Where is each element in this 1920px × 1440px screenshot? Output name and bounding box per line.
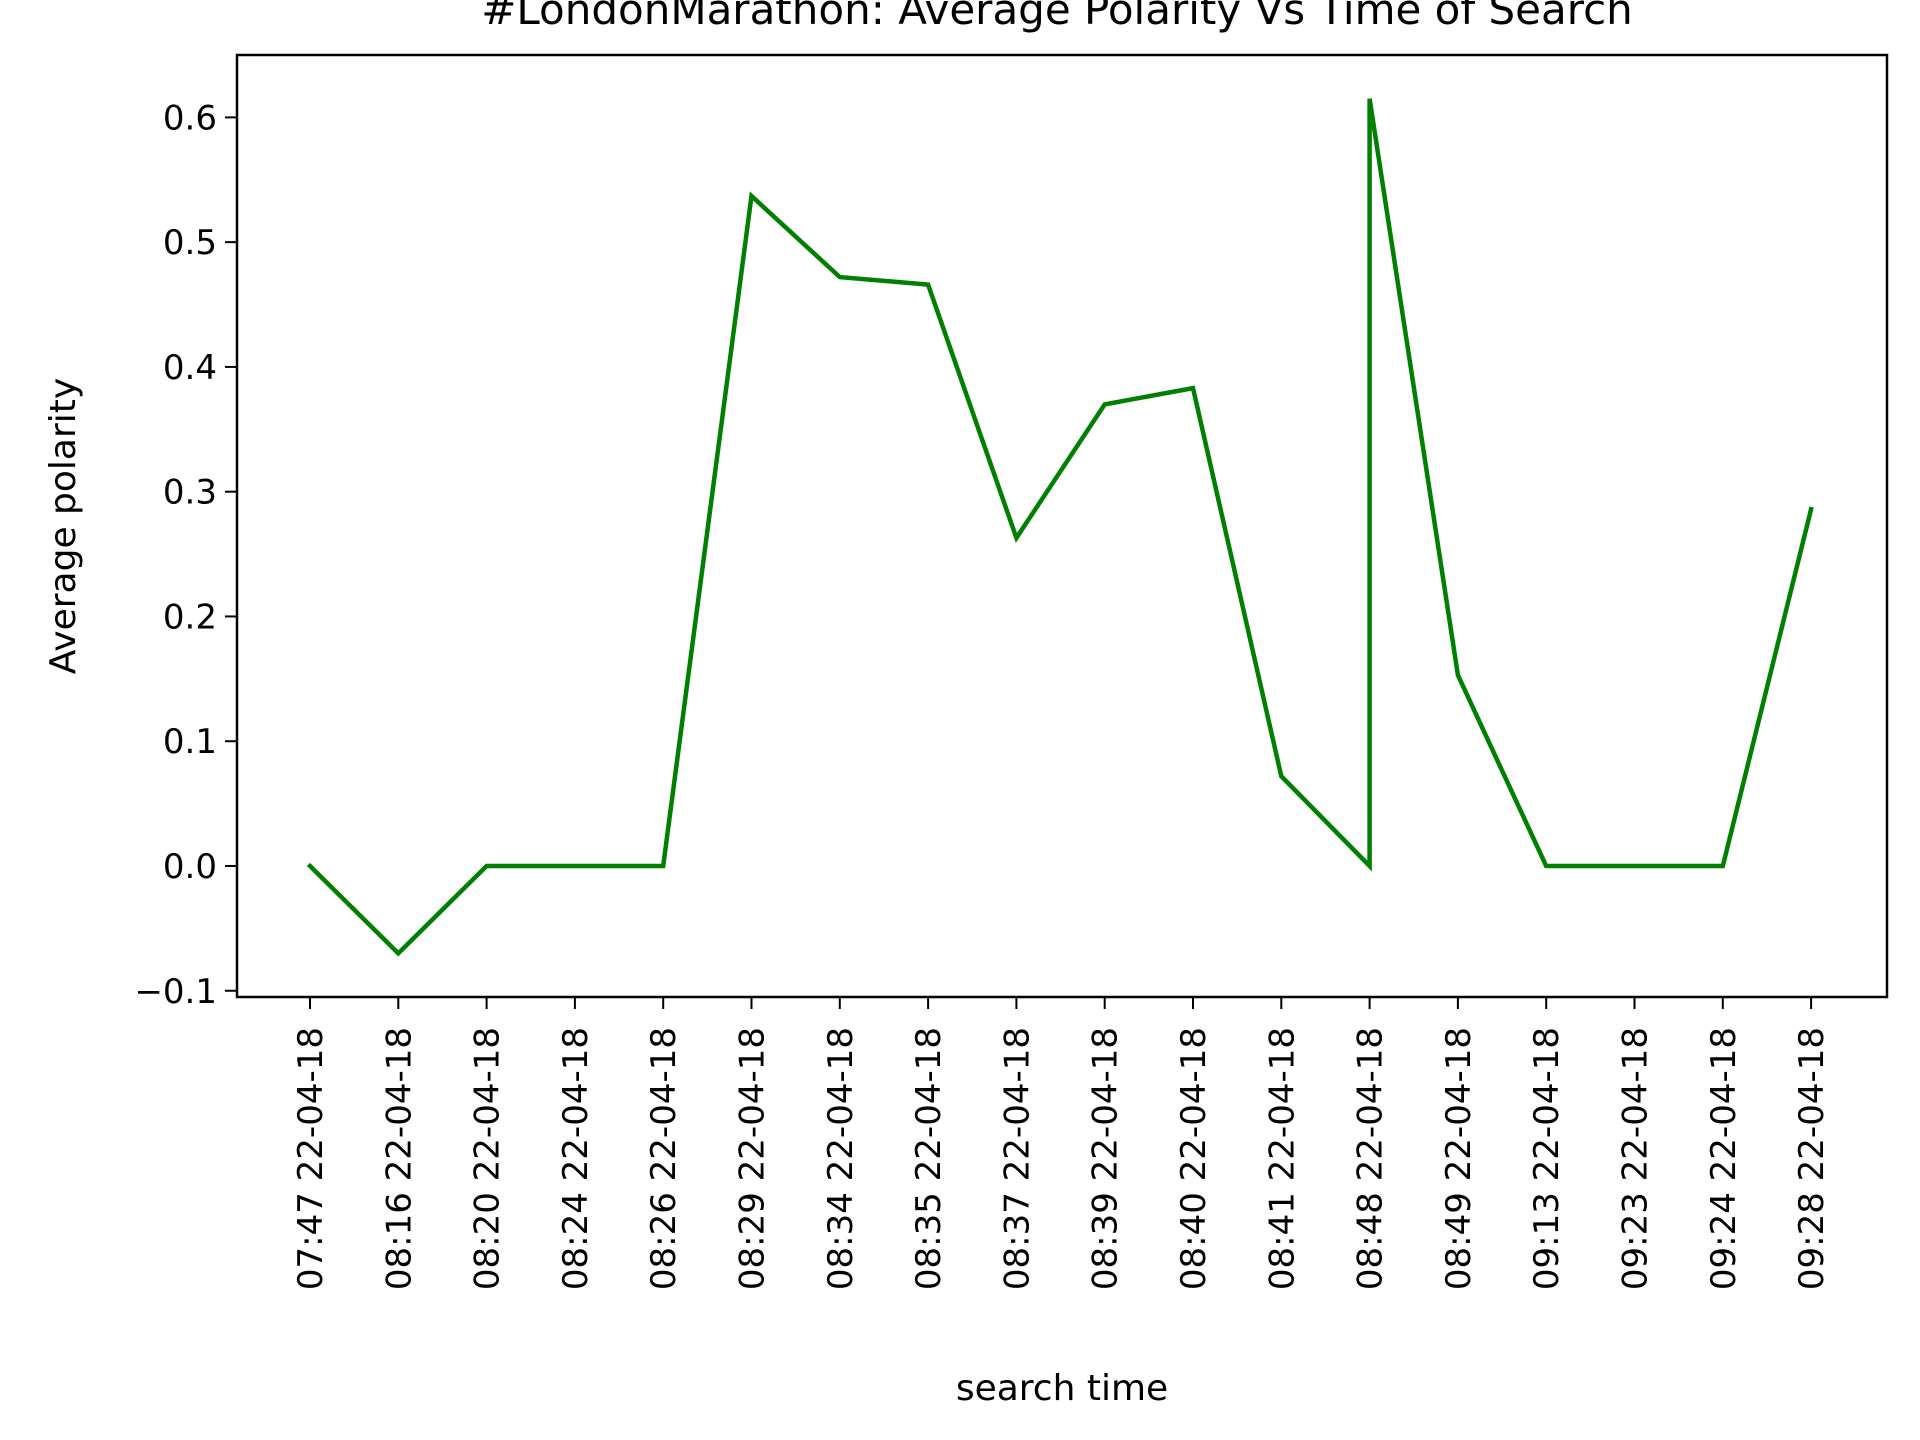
- y-tick-label: −0.1: [134, 972, 217, 1012]
- x-tick-label: 08:20 22-04-18: [468, 1027, 508, 1290]
- x-tick-label: 08:29 22-04-18: [733, 1027, 773, 1290]
- x-axis-label: search time: [956, 1368, 1168, 1409]
- x-tick-label: 07:47 22-04-18: [291, 1027, 331, 1290]
- x-tick-label: 08:48 22-04-18: [1351, 1027, 1391, 1290]
- x-tick-label: 08:24 22-04-18: [556, 1027, 596, 1290]
- chart-title: #LondonMarathon: Average Polarity Vs Tim…: [481, 0, 1633, 34]
- plot-frame: [235, 53, 1889, 999]
- y-tick-label: 0.5: [163, 223, 217, 263]
- y-axis-label: Average polarity: [43, 378, 84, 674]
- x-tick-label: 08:41 22-04-18: [1262, 1027, 1302, 1290]
- y-tick-label: 0.1: [163, 722, 217, 762]
- x-tick-label: 08:16 22-04-18: [379, 1027, 419, 1290]
- plot-area: [306, 98, 1814, 957]
- x-tick-label: 09:13 22-04-18: [1527, 1027, 1567, 1290]
- y-axis: −0.1 0.0 0.1 0.2 0.3 0.4 0.5 0.6: [134, 98, 237, 1012]
- x-tick-label: 08:35 22-04-18: [909, 1027, 949, 1290]
- y-tick-label: 0.0: [163, 847, 217, 887]
- x-tick-label: 08:26 22-04-18: [644, 1027, 684, 1290]
- y-tick-label: 0.3: [163, 473, 217, 513]
- y-tick-label: 0.6: [163, 98, 217, 138]
- x-tick-label: 08:37 22-04-18: [997, 1027, 1037, 1290]
- x-tick-label: 08:40 22-04-18: [1174, 1027, 1214, 1290]
- x-tick-label: 09:24 22-04-18: [1704, 1027, 1744, 1290]
- x-tick-label: 09:28 22-04-18: [1792, 1027, 1832, 1290]
- x-tick-label: 08:34 22-04-18: [821, 1027, 861, 1290]
- y-tick-label: 0.2: [163, 597, 217, 637]
- x-tick-label: 08:39 22-04-18: [1086, 1027, 1126, 1290]
- y-tick-label: 0.4: [163, 348, 217, 388]
- x-tick-label: 09:23 22-04-18: [1616, 1027, 1656, 1290]
- x-tick-label: 08:49 22-04-18: [1439, 1027, 1479, 1290]
- x-axis: 07:47 22-04-18 08:16 22-04-18 08:20 22-04-…: [291, 997, 1832, 1290]
